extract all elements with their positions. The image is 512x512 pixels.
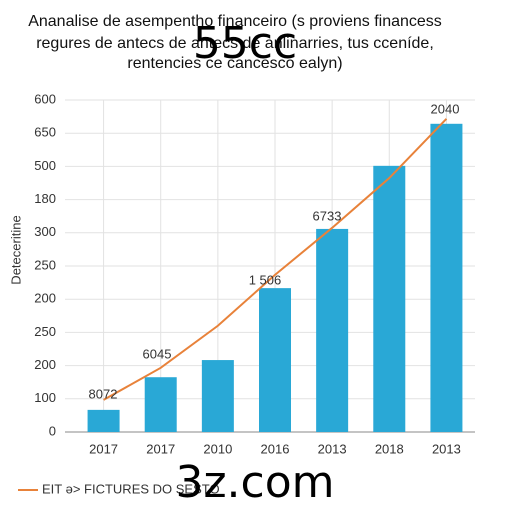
- y-tick-label: 300: [34, 224, 56, 239]
- bar: [201, 360, 234, 432]
- y-tick-label: 650: [34, 125, 56, 140]
- chart-title: regures de antecs de antecs de anlinarri…: [36, 35, 434, 52]
- y-tick-label: 600: [34, 91, 56, 106]
- bar: [373, 165, 406, 432]
- x-tick-label: 2016: [261, 441, 290, 456]
- annotation: 6733: [313, 208, 342, 223]
- x-tick-label: 2018: [375, 441, 404, 456]
- annotation: 6045: [143, 346, 172, 361]
- y-tick-label: 200: [34, 357, 56, 372]
- x-tick-label: 2010: [203, 441, 232, 456]
- annotation: 8072: [89, 386, 118, 401]
- y-tick-label: 250: [34, 257, 56, 272]
- annotation: 1 506: [249, 272, 282, 287]
- bar: [87, 409, 120, 432]
- y-tick-label: 0: [49, 423, 56, 438]
- x-tick-label: 2013: [432, 441, 461, 456]
- y-tick-label: 100: [34, 390, 56, 405]
- bar: [259, 288, 291, 432]
- x-tick-label: 2017: [89, 441, 118, 456]
- x-tick-label: 2013: [318, 441, 347, 456]
- chart-title: Ananalise de asempentho financeiro (s pr…: [28, 13, 442, 30]
- legend-label: EIT ǝ> FICTURES DO SESTO: [42, 481, 220, 496]
- watermark: 55cc: [193, 18, 297, 69]
- y-tick-label: 180: [34, 191, 56, 206]
- trend-line: [103, 118, 448, 401]
- bar: [144, 377, 177, 432]
- x-tick-label: 2017: [146, 441, 175, 456]
- y-axis-label: Deteceritine: [8, 215, 23, 284]
- chart-title: rentencies ce cancesco ealyn): [127, 55, 342, 72]
- y-tick-label: 250: [34, 324, 56, 339]
- annotation: 2040: [431, 101, 460, 116]
- y-tick-label: 500: [34, 158, 56, 173]
- bar: [316, 228, 349, 432]
- y-tick-label: 200: [34, 291, 56, 306]
- bar: [430, 123, 463, 432]
- watermark: 3z.com: [175, 457, 334, 508]
